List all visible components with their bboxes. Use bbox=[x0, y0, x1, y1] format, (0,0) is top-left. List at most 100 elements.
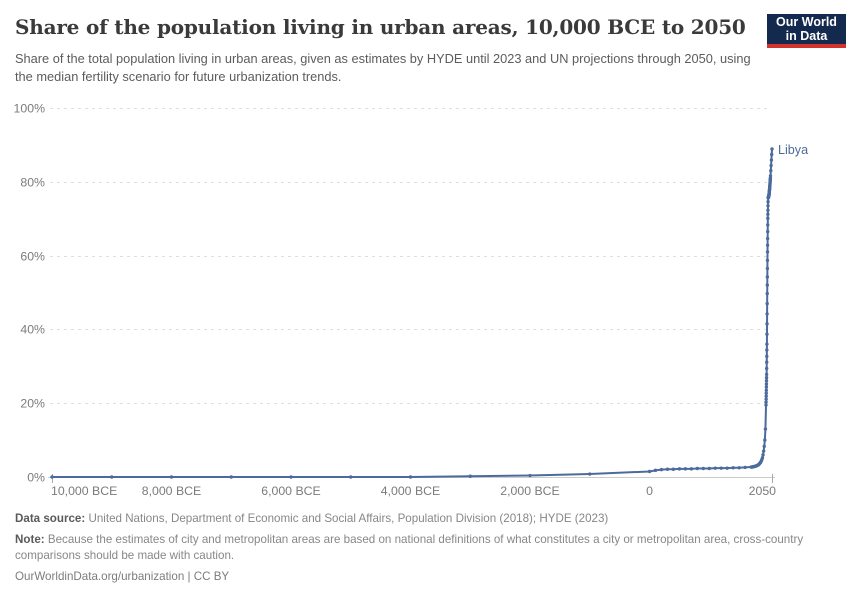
data-point[interactable] bbox=[289, 475, 293, 479]
data-point[interactable] bbox=[671, 467, 676, 471]
data-point[interactable] bbox=[743, 465, 747, 470]
data-point[interactable] bbox=[768, 174, 773, 178]
x-tick-label: 10,000 BCE bbox=[51, 484, 117, 498]
data-source-label: Data source: bbox=[15, 512, 86, 525]
data-point[interactable] bbox=[731, 466, 735, 470]
chart-footer: Data source: United Nations, Department … bbox=[15, 511, 837, 590]
data-point[interactable] bbox=[765, 354, 769, 359]
data-point[interactable] bbox=[766, 208, 770, 212]
data-point[interactable] bbox=[737, 466, 741, 470]
data-point[interactable] bbox=[769, 158, 774, 162]
entity-label[interactable]: Libya bbox=[778, 143, 808, 157]
data-point[interactable] bbox=[764, 400, 768, 404]
data-point[interactable] bbox=[765, 291, 769, 296]
data-point[interactable] bbox=[765, 332, 769, 336]
data-point[interactable] bbox=[765, 348, 769, 352]
data-point[interactable] bbox=[765, 301, 769, 306]
data-point[interactable] bbox=[683, 467, 688, 471]
data-point[interactable] bbox=[769, 169, 773, 173]
data-point[interactable] bbox=[765, 312, 769, 316]
data-point[interactable] bbox=[764, 376, 769, 380]
data-point[interactable] bbox=[766, 204, 770, 208]
data-point[interactable] bbox=[764, 391, 768, 395]
urbanization-line-chart[interactable]: 0% 20% 40% 60% 80% 100% 10,000 BCE 8,000 BCE 6,0… bbox=[0, 92, 850, 504]
x-tick-label: 8,000 BCE bbox=[142, 484, 201, 498]
data-point[interactable] bbox=[762, 444, 766, 449]
data-point[interactable] bbox=[765, 236, 770, 241]
data-point[interactable] bbox=[659, 467, 664, 472]
note-label: Note: bbox=[15, 533, 45, 546]
data-point[interactable] bbox=[765, 258, 770, 263]
y-tick-label: 0% bbox=[27, 471, 45, 485]
data-point[interactable] bbox=[765, 342, 769, 346]
data-point[interactable] bbox=[765, 360, 769, 364]
data-point[interactable] bbox=[766, 229, 770, 234]
data-point[interactable] bbox=[760, 456, 765, 460]
owid-logo-line1: Our World bbox=[776, 15, 837, 29]
data-point[interactable] bbox=[770, 152, 774, 157]
data-point[interactable] bbox=[764, 382, 769, 386]
data-point[interactable] bbox=[647, 469, 652, 474]
data-point[interactable] bbox=[764, 372, 769, 377]
data-point[interactable] bbox=[689, 467, 694, 471]
data-point[interactable] bbox=[769, 163, 773, 168]
data-source-line: Data source: United Nations, Department … bbox=[15, 511, 837, 527]
data-point[interactable] bbox=[169, 475, 174, 479]
data-point[interactable] bbox=[719, 466, 723, 470]
data-point[interactable] bbox=[765, 275, 770, 279]
note-line: Note: Because the estimates of city and … bbox=[15, 532, 837, 564]
data-point[interactable] bbox=[229, 475, 233, 479]
data-point[interactable] bbox=[765, 266, 770, 271]
y-tick-label: 60% bbox=[20, 250, 45, 264]
data-point[interactable] bbox=[110, 475, 114, 479]
x-tick-label: 2050 bbox=[749, 484, 777, 498]
data-point[interactable] bbox=[766, 200, 770, 204]
data-point[interactable] bbox=[349, 475, 353, 479]
data-point[interactable] bbox=[725, 466, 729, 470]
data-point[interactable] bbox=[764, 394, 768, 398]
data-point[interactable] bbox=[764, 385, 769, 389]
data-point[interactable] bbox=[50, 475, 54, 479]
data-point[interactable] bbox=[765, 243, 770, 247]
x-tick-label: 2,000 BCE bbox=[500, 484, 559, 498]
series-line[interactable] bbox=[51, 147, 773, 478]
chart-subtitle: Share of the total population living in … bbox=[15, 51, 751, 84]
data-point[interactable] bbox=[707, 466, 711, 471]
note-text: Because the estimates of city and metrop… bbox=[15, 533, 804, 562]
data-point[interactable] bbox=[695, 466, 700, 471]
data-point[interactable] bbox=[764, 397, 768, 401]
data-point[interactable] bbox=[653, 468, 658, 473]
data-point[interactable] bbox=[588, 472, 592, 476]
x-tick-label: 0 bbox=[646, 484, 653, 498]
data-point[interactable] bbox=[770, 147, 774, 151]
data-point[interactable] bbox=[766, 212, 770, 216]
data-point[interactable] bbox=[763, 438, 767, 442]
data-point[interactable] bbox=[713, 466, 717, 470]
data-point[interactable] bbox=[677, 467, 682, 471]
owid-logo[interactable]: Our World in Data bbox=[767, 14, 846, 48]
data-point[interactable] bbox=[765, 283, 769, 287]
data-point[interactable] bbox=[764, 388, 769, 392]
y-tick-label: 100% bbox=[14, 102, 46, 116]
owid-logo-line2: in Data bbox=[785, 29, 828, 43]
data-point[interactable] bbox=[764, 378, 769, 383]
y-tick-label: 20% bbox=[20, 397, 45, 411]
data-point[interactable] bbox=[766, 216, 770, 221]
data-point[interactable] bbox=[468, 474, 472, 478]
data-point[interactable] bbox=[766, 223, 770, 227]
data-point[interactable] bbox=[765, 322, 769, 326]
y-tick-label: 80% bbox=[20, 176, 45, 190]
data-point[interactable] bbox=[765, 250, 770, 254]
data-point[interactable] bbox=[665, 467, 670, 471]
data-point[interactable] bbox=[764, 403, 768, 407]
data-point[interactable] bbox=[701, 466, 705, 471]
data-point[interactable] bbox=[528, 473, 532, 478]
data-point[interactable] bbox=[761, 453, 765, 457]
owid-url-link[interactable]: OurWorldinData.org/urbanization | CC BY bbox=[15, 570, 230, 583]
data-point[interactable] bbox=[764, 366, 769, 371]
x-tick-label: 6,000 BCE bbox=[261, 484, 320, 498]
data-point[interactable] bbox=[761, 449, 766, 453]
data-point[interactable] bbox=[763, 427, 768, 431]
data-point[interactable] bbox=[408, 475, 413, 479]
